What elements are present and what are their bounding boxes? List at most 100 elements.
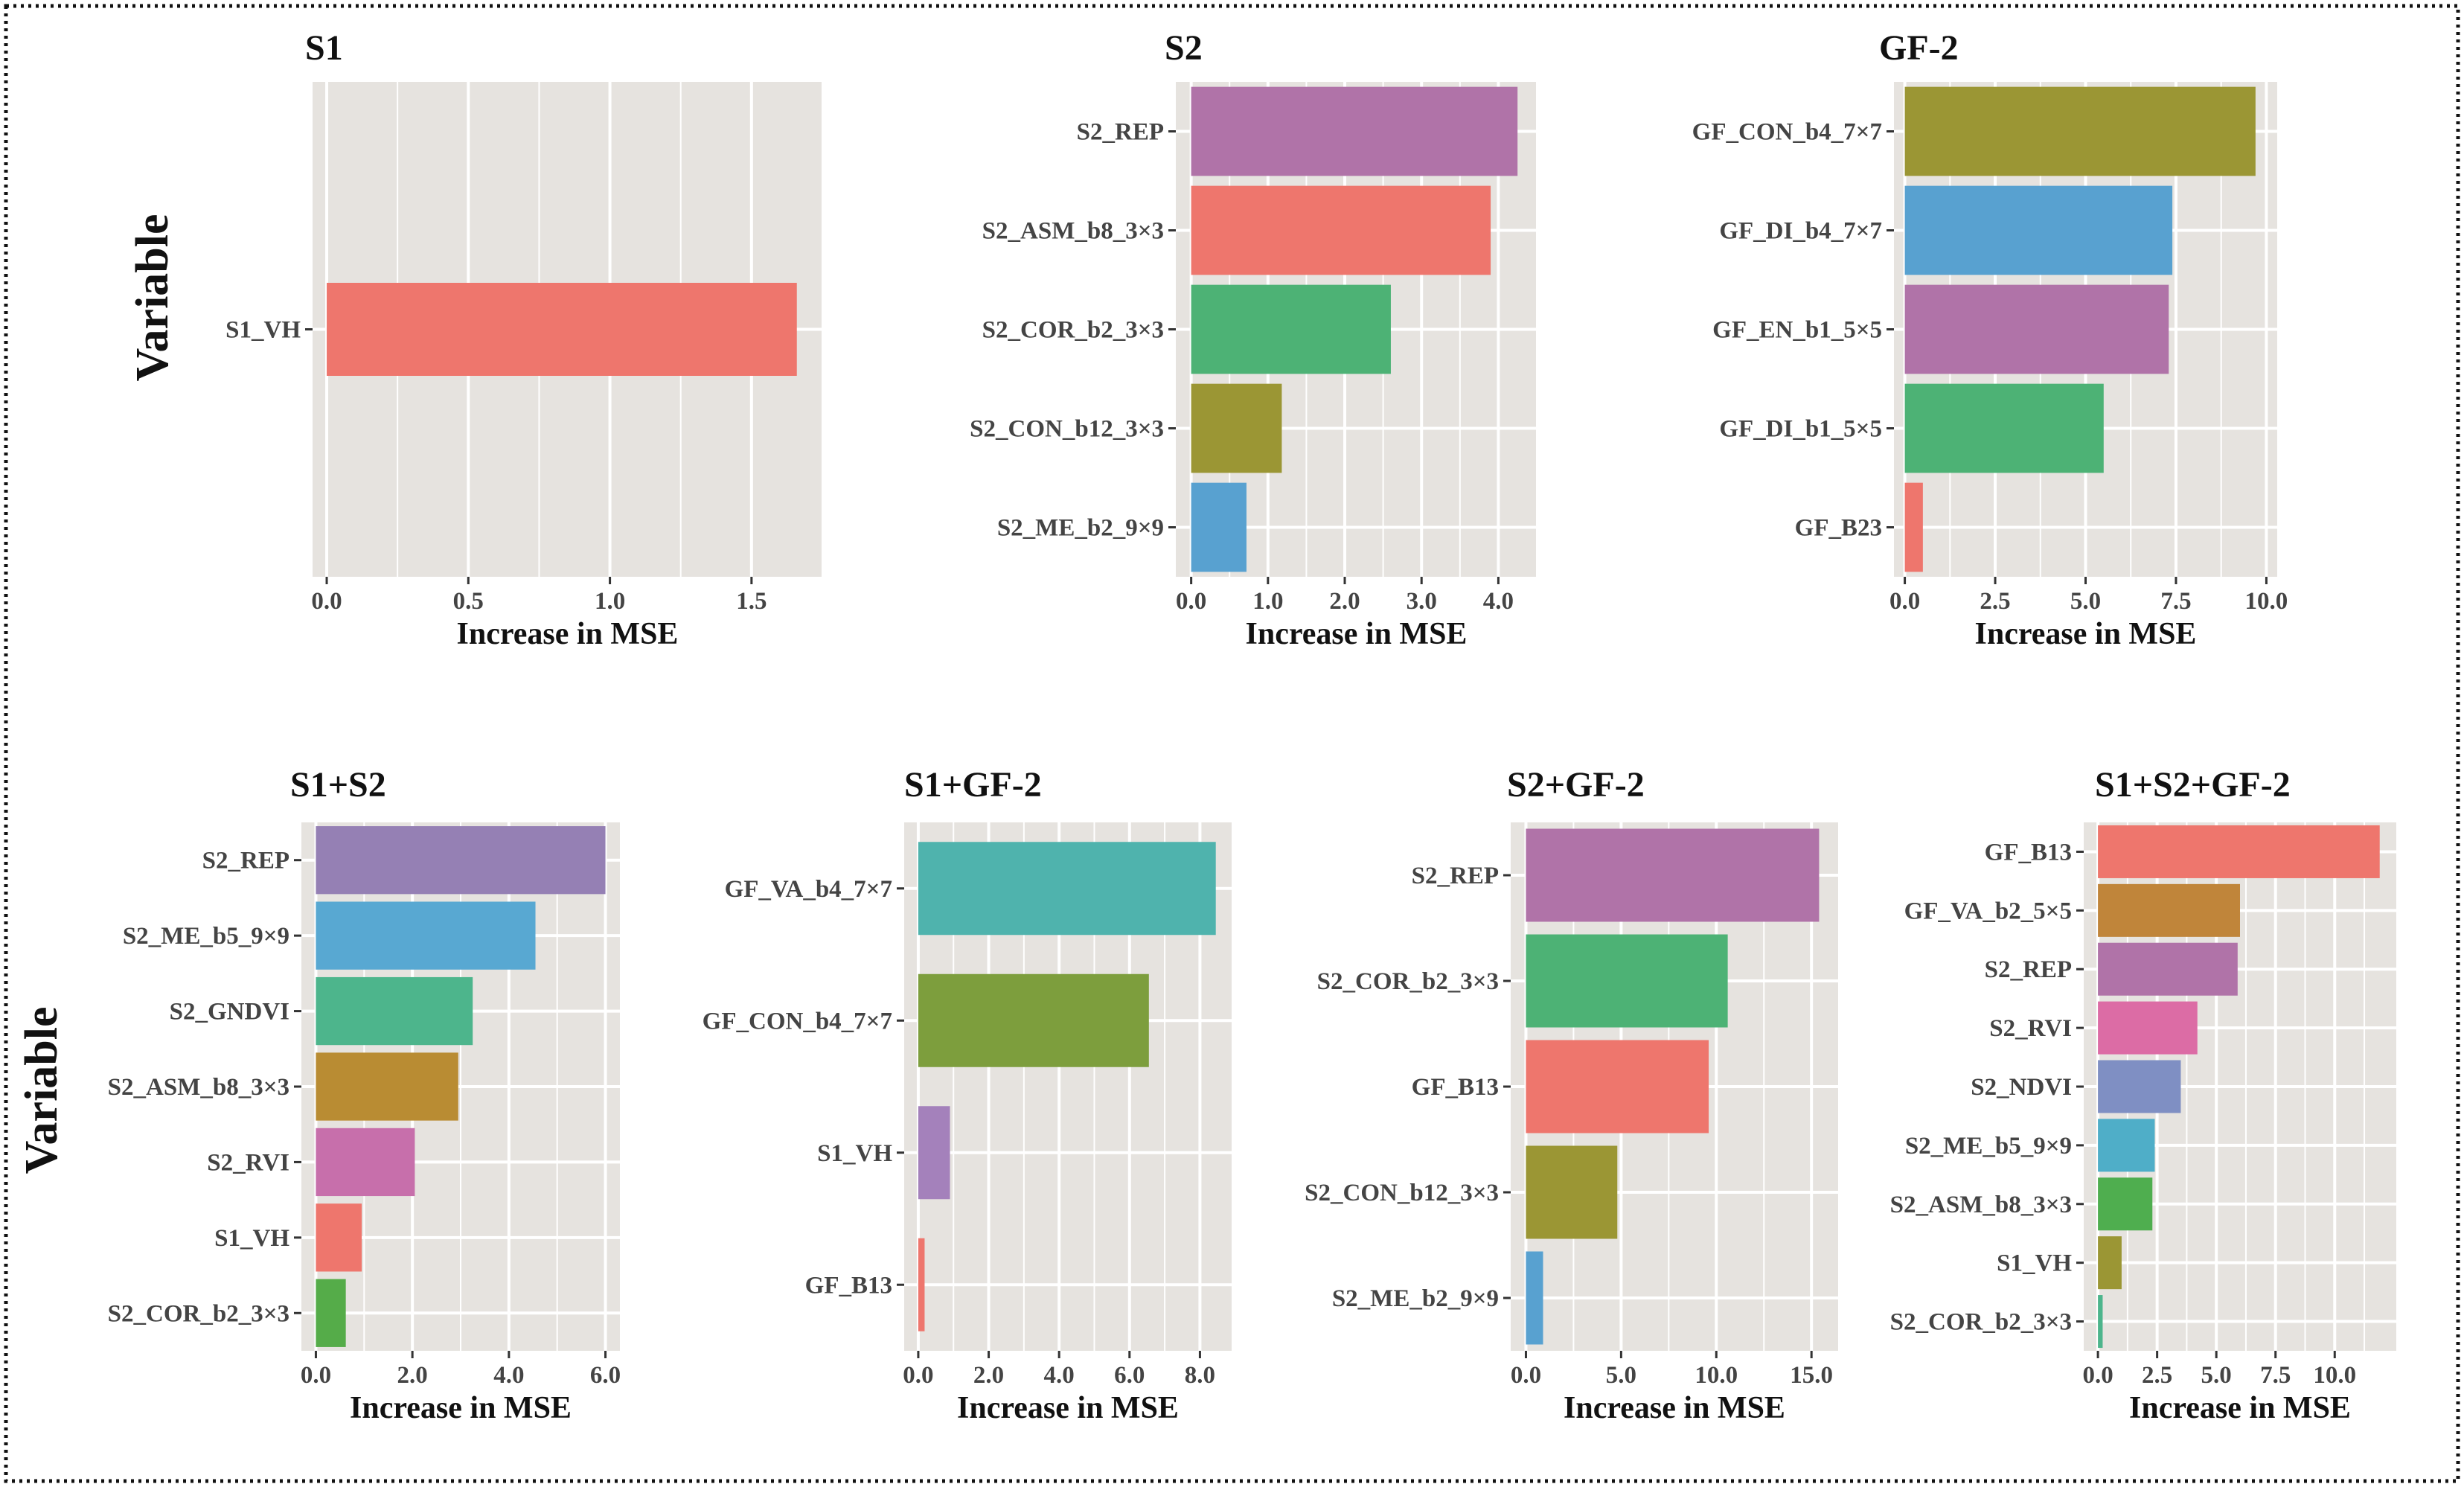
x-tick-label: 5.0 — [1606, 1362, 1636, 1389]
bar — [1904, 383, 2104, 473]
x-tick-label: 15.0 — [1790, 1362, 1833, 1389]
x-tick-label: 0.0 — [1176, 588, 1206, 615]
x-tick-label: 2.0 — [397, 1362, 428, 1389]
bar — [1904, 482, 1923, 572]
bar — [316, 826, 606, 895]
y-tick-label: S1_VH — [214, 1225, 289, 1252]
x-tick-label: 2.0 — [1329, 588, 1360, 615]
panel-title: S1+S2 — [290, 765, 386, 805]
chart-s1: S1_VH 0.0 0.5 1.0 1.5 Increase in MSE S1 — [225, 28, 823, 651]
x-axis-label: Increase in MSE — [2129, 1391, 2351, 1425]
y-tick-label: GF_EN_b1_5×5 — [1712, 317, 1882, 344]
x-tick-label: 2.0 — [973, 1362, 1004, 1389]
x-tick-label: 0.0 — [2082, 1362, 2113, 1389]
y-tick-label: GF_CON_b4_7×7 — [703, 1008, 892, 1034]
x-tick-label: 1.0 — [595, 588, 625, 615]
y-tick-label: S2_ME_b5_9×9 — [1905, 1133, 2072, 1160]
x-tick-label: 0.0 — [311, 588, 342, 615]
x-axis-label: Increase in MSE — [1564, 1391, 1785, 1425]
x-tick-label: 0.0 — [903, 1362, 933, 1389]
bar — [1904, 185, 2173, 275]
x-tick-label: 7.5 — [2160, 588, 2191, 615]
bar — [2098, 1060, 2181, 1113]
y-tick-label: GF_B13 — [1985, 839, 2072, 866]
x-axis-label: Increase in MSE — [1246, 617, 1468, 651]
y-tick-label: S2_NDVI — [1971, 1074, 2072, 1101]
y-tick-label: S2_RVI — [1989, 1015, 2072, 1042]
y-tick-label: S2_COR_b2_3×3 — [108, 1300, 289, 1327]
y-tick-label: S1_VH — [225, 317, 301, 344]
x-tick-label: 3.0 — [1407, 588, 1437, 615]
x-axis-label: Increase in MSE — [457, 617, 679, 651]
y-tick-label: GF_B23 — [1795, 515, 1882, 542]
y-tick-label: S2_CON_b12_3×3 — [1305, 1180, 1499, 1206]
bar — [316, 1279, 346, 1347]
bar — [1191, 284, 1391, 374]
x-tick-label: 10.0 — [1695, 1362, 1738, 1389]
x-axis-label: Increase in MSE — [350, 1391, 572, 1425]
figure-border — [4, 4, 2460, 1483]
bar — [316, 1128, 415, 1197]
bar — [1904, 284, 2169, 374]
y-tick-label: GF_VA_b2_5×5 — [1904, 898, 2072, 924]
y-tick-label: GF_DI_b1_5×5 — [1719, 416, 1882, 443]
x-tick-label: 5.0 — [2070, 588, 2101, 615]
y-tick-label: S2_ME_b2_9×9 — [997, 515, 1164, 542]
y-tick-label: S2_RVI — [207, 1149, 289, 1176]
y-tick-label: S2_COR_b2_3×3 — [982, 317, 1164, 344]
x-tick-label: 7.5 — [2260, 1362, 2291, 1389]
y-tick-label: S2_REP — [1985, 956, 2072, 983]
panel-title: S1+S2+GF-2 — [2095, 765, 2291, 805]
x-tick-label: 0.5 — [453, 588, 484, 615]
bar — [2098, 1001, 2198, 1055]
bar — [1526, 1040, 1709, 1133]
chart-s1-s2-gf2: GF_B13 GF_VA_b2_5×5 S2_REP S2_RVI S2_NDVI S2_… — [1890, 765, 2396, 1425]
x-tick-label: 0.0 — [1889, 588, 1920, 615]
x-tick-label: 5.0 — [2201, 1362, 2232, 1389]
panel-title: S1+GF-2 — [904, 765, 1042, 805]
y-tick-label: GF_CON_b4_7×7 — [1692, 119, 1882, 146]
bar — [2098, 1295, 2103, 1349]
x-tick-label: 4.0 — [493, 1362, 524, 1389]
y-tick-label: S2_REP — [202, 848, 289, 874]
y-tick-label: S2_REP — [1077, 119, 1164, 146]
x-tick-label: 1.5 — [736, 588, 767, 615]
row1-ylabel: Variable — [127, 214, 178, 381]
chart-gf2: GF_CON_b4_7×7 GF_DI_b4_7×7 GF_EN_b1_5×5 GF_… — [1692, 28, 2288, 651]
bar — [2098, 883, 2240, 937]
bar — [2098, 1177, 2153, 1231]
x-tick-label: 2.5 — [2142, 1362, 2172, 1389]
y-tick-label: GF_VA_b4_7×7 — [725, 876, 892, 903]
panel-title: S2 — [1165, 28, 1203, 68]
bar — [918, 1106, 950, 1200]
y-tick-label: S2_GNDVI — [170, 999, 289, 1026]
bar — [2098, 942, 2238, 996]
x-tick-label: 0.0 — [301, 1362, 331, 1389]
bar — [1191, 86, 1518, 176]
chart-s1-gf2: GF_VA_b4_7×7 GF_CON_b4_7×7 S1_VH GF_B13 0.0 2… — [703, 765, 1232, 1425]
bar — [918, 1238, 925, 1331]
y-tick-label: S1_VH — [817, 1140, 892, 1167]
bar — [1526, 1251, 1543, 1345]
bar — [1191, 383, 1282, 473]
bar — [316, 901, 536, 970]
row2-ylabel: Variable — [16, 1006, 67, 1174]
x-tick-label: 6.0 — [590, 1362, 621, 1389]
y-tick-label: S2_ASM_b8_3×3 — [108, 1074, 289, 1101]
y-tick-label: S2_ASM_b8_3×3 — [982, 218, 1164, 245]
bar — [316, 1052, 458, 1121]
x-tick-label: 4.0 — [1483, 588, 1514, 615]
x-axis-label: Increase in MSE — [957, 1391, 1179, 1425]
bar — [2098, 825, 2380, 878]
bar — [918, 842, 1216, 936]
y-tick-label: S2_ME_b2_9×9 — [1332, 1285, 1499, 1312]
panel-title: GF-2 — [1879, 28, 1959, 68]
bar — [1904, 86, 2256, 176]
y-tick-label: S2_CON_b12_3×3 — [970, 416, 1164, 443]
bar — [2098, 1119, 2155, 1172]
bar — [1526, 934, 1728, 1028]
chart-s2: S2_REP S2_ASM_b8_3×3 S2_COR_b2_3×3 S2_CON_b… — [970, 28, 1537, 651]
bar — [918, 973, 1149, 1067]
bar — [1526, 1145, 1618, 1239]
